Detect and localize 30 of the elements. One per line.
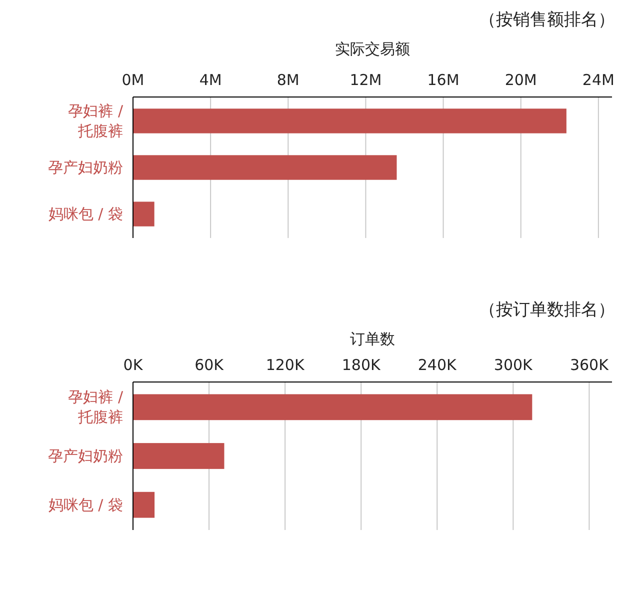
bar — [133, 202, 154, 226]
x-tick-label: 8M — [276, 71, 300, 89]
x-tick-label: 4M — [199, 71, 222, 89]
x-axis-title: 实际交易额 — [335, 40, 410, 58]
x-tick-label: 20M — [504, 71, 537, 89]
bar — [133, 155, 397, 180]
x-tick-label: 60K — [194, 356, 225, 374]
x-tick-label: 0M — [122, 71, 144, 89]
chart-title: （按销售额排名） — [479, 10, 615, 30]
bar — [133, 492, 155, 518]
bar — [133, 108, 566, 134]
y-tick-label: 孕产妇奶粉 — [48, 158, 123, 176]
bar — [133, 443, 224, 469]
y-tick-label: 孕产妇奶粉 — [48, 447, 123, 465]
x-tick-label: 12M — [350, 71, 382, 89]
x-tick-label: 120K — [266, 356, 306, 374]
y-tick-label: 孕妇裤 / 托腹裤 — [68, 102, 124, 140]
x-tick-label: 24M — [582, 71, 614, 89]
chart-title: （按订单数排名） — [479, 300, 615, 320]
x-tick-label: 300K — [494, 356, 534, 374]
x-tick-label: 180K — [342, 356, 382, 374]
y-tick-label: 妈咪包 / 袋 — [48, 496, 123, 514]
x-tick-label: 16M — [427, 71, 460, 89]
y-tick-label: 孕妇裤 / 托腹裤 — [68, 388, 124, 426]
y-tick-label: 妈咪包 / 袋 — [48, 205, 123, 224]
bar — [133, 394, 532, 420]
x-tick-label: 0K — [123, 356, 144, 374]
x-axis-title: 订单数 — [350, 330, 395, 348]
x-tick-label: 240K — [418, 356, 458, 374]
x-tick-label: 360K — [570, 356, 610, 374]
